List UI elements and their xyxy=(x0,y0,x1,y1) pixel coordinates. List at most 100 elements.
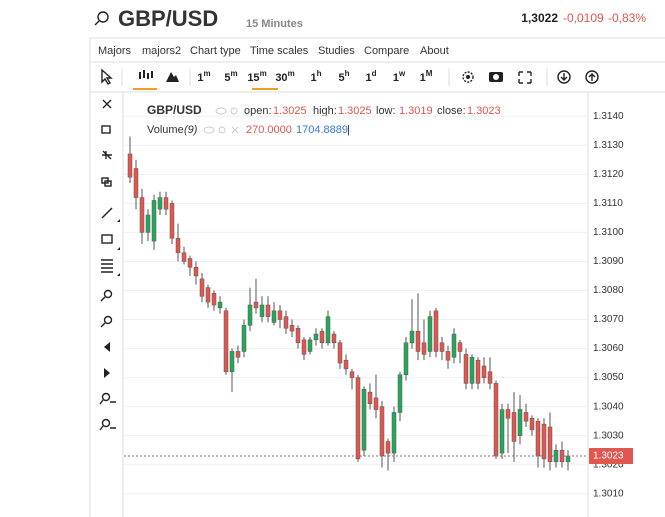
timescale-unit: m xyxy=(260,69,267,78)
legend-high-label: high: xyxy=(313,105,337,117)
menu-item[interactable]: About xyxy=(420,45,449,57)
candle-body xyxy=(403,342,409,375)
candle-body xyxy=(205,287,211,303)
menu-item[interactable]: Time scales xyxy=(250,45,309,57)
candle-body xyxy=(409,330,415,344)
volume-period: (9) xyxy=(184,124,198,136)
candle-body xyxy=(379,406,385,457)
y-tick-label: 1.3120 xyxy=(593,169,624,180)
timescale-unit: w xyxy=(398,69,406,78)
timescale-button[interactable]: 1M xyxy=(420,69,433,84)
timescale-num: 1 xyxy=(197,72,203,84)
candle-body xyxy=(523,412,529,422)
candle-body xyxy=(451,333,457,358)
candle-body xyxy=(475,359,481,384)
toolbar-icons[interactable] xyxy=(101,68,599,90)
candle-body xyxy=(361,388,367,451)
timescale-button[interactable]: 1d xyxy=(365,69,376,84)
symbol-title: GBP/USD xyxy=(118,6,218,31)
candle-body xyxy=(463,354,469,384)
legend-eye-icons[interactable] xyxy=(203,107,239,134)
legend-low-label: low: xyxy=(376,105,396,117)
search-icon[interactable] xyxy=(94,11,109,26)
timescale-button[interactable]: 1w xyxy=(393,69,406,84)
menu-item[interactable]: Majors xyxy=(98,45,132,57)
candle-body xyxy=(529,418,535,431)
candle-body xyxy=(241,325,247,352)
timescale-button[interactable]: 30m xyxy=(275,69,294,84)
y-tick-label: 1.3070 xyxy=(593,314,624,325)
candle-body xyxy=(295,327,301,344)
candle-body xyxy=(535,420,541,457)
candle-body xyxy=(313,333,319,341)
candle-body xyxy=(283,316,289,329)
timescale-button[interactable]: 5m xyxy=(224,69,237,84)
candle-body xyxy=(259,304,265,317)
volume-separator: | xyxy=(347,124,350,136)
legend-symbol: GBP/USD xyxy=(147,103,202,117)
legend-close: 1.3023 xyxy=(467,105,501,117)
candle-body xyxy=(271,310,277,323)
y-tick-label: 1.3130 xyxy=(593,140,624,151)
candle-body xyxy=(439,342,445,352)
candle-body xyxy=(421,342,427,355)
candle-body xyxy=(541,423,547,460)
candle-body xyxy=(193,266,199,277)
legend-low: 1.3019 xyxy=(399,105,433,117)
timescale-button[interactable]: 1m xyxy=(197,69,210,84)
candle-body xyxy=(325,316,331,344)
candle-body xyxy=(391,412,397,454)
volume-value: 270.0000 xyxy=(246,124,292,136)
candle-body xyxy=(481,365,487,378)
timescale-num: 1 xyxy=(310,72,316,84)
timescale-button[interactable]: 15m xyxy=(247,69,266,84)
timescale-num: 1 xyxy=(420,72,426,84)
timescale-unit: M xyxy=(426,69,433,78)
candle-body xyxy=(127,153,133,178)
candle-body xyxy=(547,426,553,463)
change: -0,0109 xyxy=(563,11,604,25)
candle-body xyxy=(493,383,499,457)
y-tick-label: 1.3020 xyxy=(593,459,624,470)
timescale-unit: h xyxy=(345,69,350,78)
candle-body xyxy=(517,409,523,436)
candle-body xyxy=(301,339,307,355)
timescale-button[interactable]: 5h xyxy=(338,69,349,84)
menu-item[interactable]: Studies xyxy=(318,45,355,57)
candle-body xyxy=(367,391,373,404)
candle-body xyxy=(445,351,451,361)
drawing-tools[interactable] xyxy=(99,99,120,431)
last-price-label: 1.3023 xyxy=(593,451,624,462)
y-tick-label: 1.3100 xyxy=(593,227,624,238)
timescale-button[interactable]: 1h xyxy=(310,69,321,84)
candle-body xyxy=(217,301,223,309)
candle-body xyxy=(373,397,379,410)
timescale-unit: h xyxy=(317,69,322,78)
candle-body xyxy=(151,200,157,242)
candle-body xyxy=(265,304,271,317)
timescale-unit: m xyxy=(231,69,238,78)
volume-value: 1704.8889 xyxy=(296,124,348,136)
legend-high: 1.3025 xyxy=(338,105,372,117)
candle-body xyxy=(307,339,313,352)
timescale-unit: m xyxy=(204,69,211,78)
legend-close-label: close: xyxy=(437,105,466,117)
candle-body xyxy=(343,359,349,370)
menu-item[interactable]: Compare xyxy=(364,45,409,57)
candle-body xyxy=(199,278,205,297)
candle-body xyxy=(211,293,217,306)
candle-body xyxy=(499,409,505,454)
y-tick-label: 1.3050 xyxy=(593,372,624,383)
candle-body xyxy=(187,258,193,268)
menu-item[interactable]: majors2 xyxy=(142,45,181,57)
menu-item[interactable]: Chart type xyxy=(190,45,241,57)
candle-body xyxy=(355,377,361,460)
timescale-num: 5 xyxy=(338,72,344,84)
legend-open: 1.3025 xyxy=(273,105,307,117)
timescale-unit: m xyxy=(288,69,295,78)
timescale-num: 15 xyxy=(247,72,259,84)
candle-body xyxy=(331,333,337,344)
y-tick-label: 1.3080 xyxy=(593,285,624,296)
y-tick-label: 1.3040 xyxy=(593,401,624,412)
